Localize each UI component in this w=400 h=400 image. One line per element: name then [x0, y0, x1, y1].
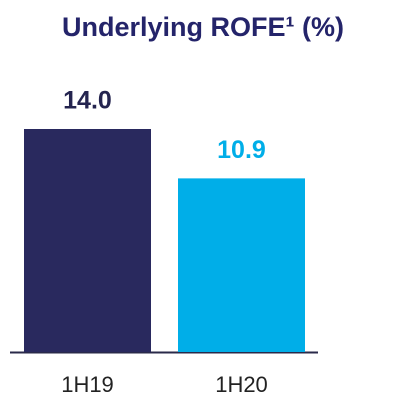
x-tick-label: 1H19 [61, 372, 114, 397]
value-label: 14.0 [63, 87, 112, 115]
x-tick-label: 1H20 [215, 372, 268, 397]
value-label: 10.9 [217, 136, 266, 164]
chart-title: Underlying ROFE¹ (%) [62, 12, 344, 42]
bar [24, 129, 151, 352]
bar [178, 178, 305, 352]
